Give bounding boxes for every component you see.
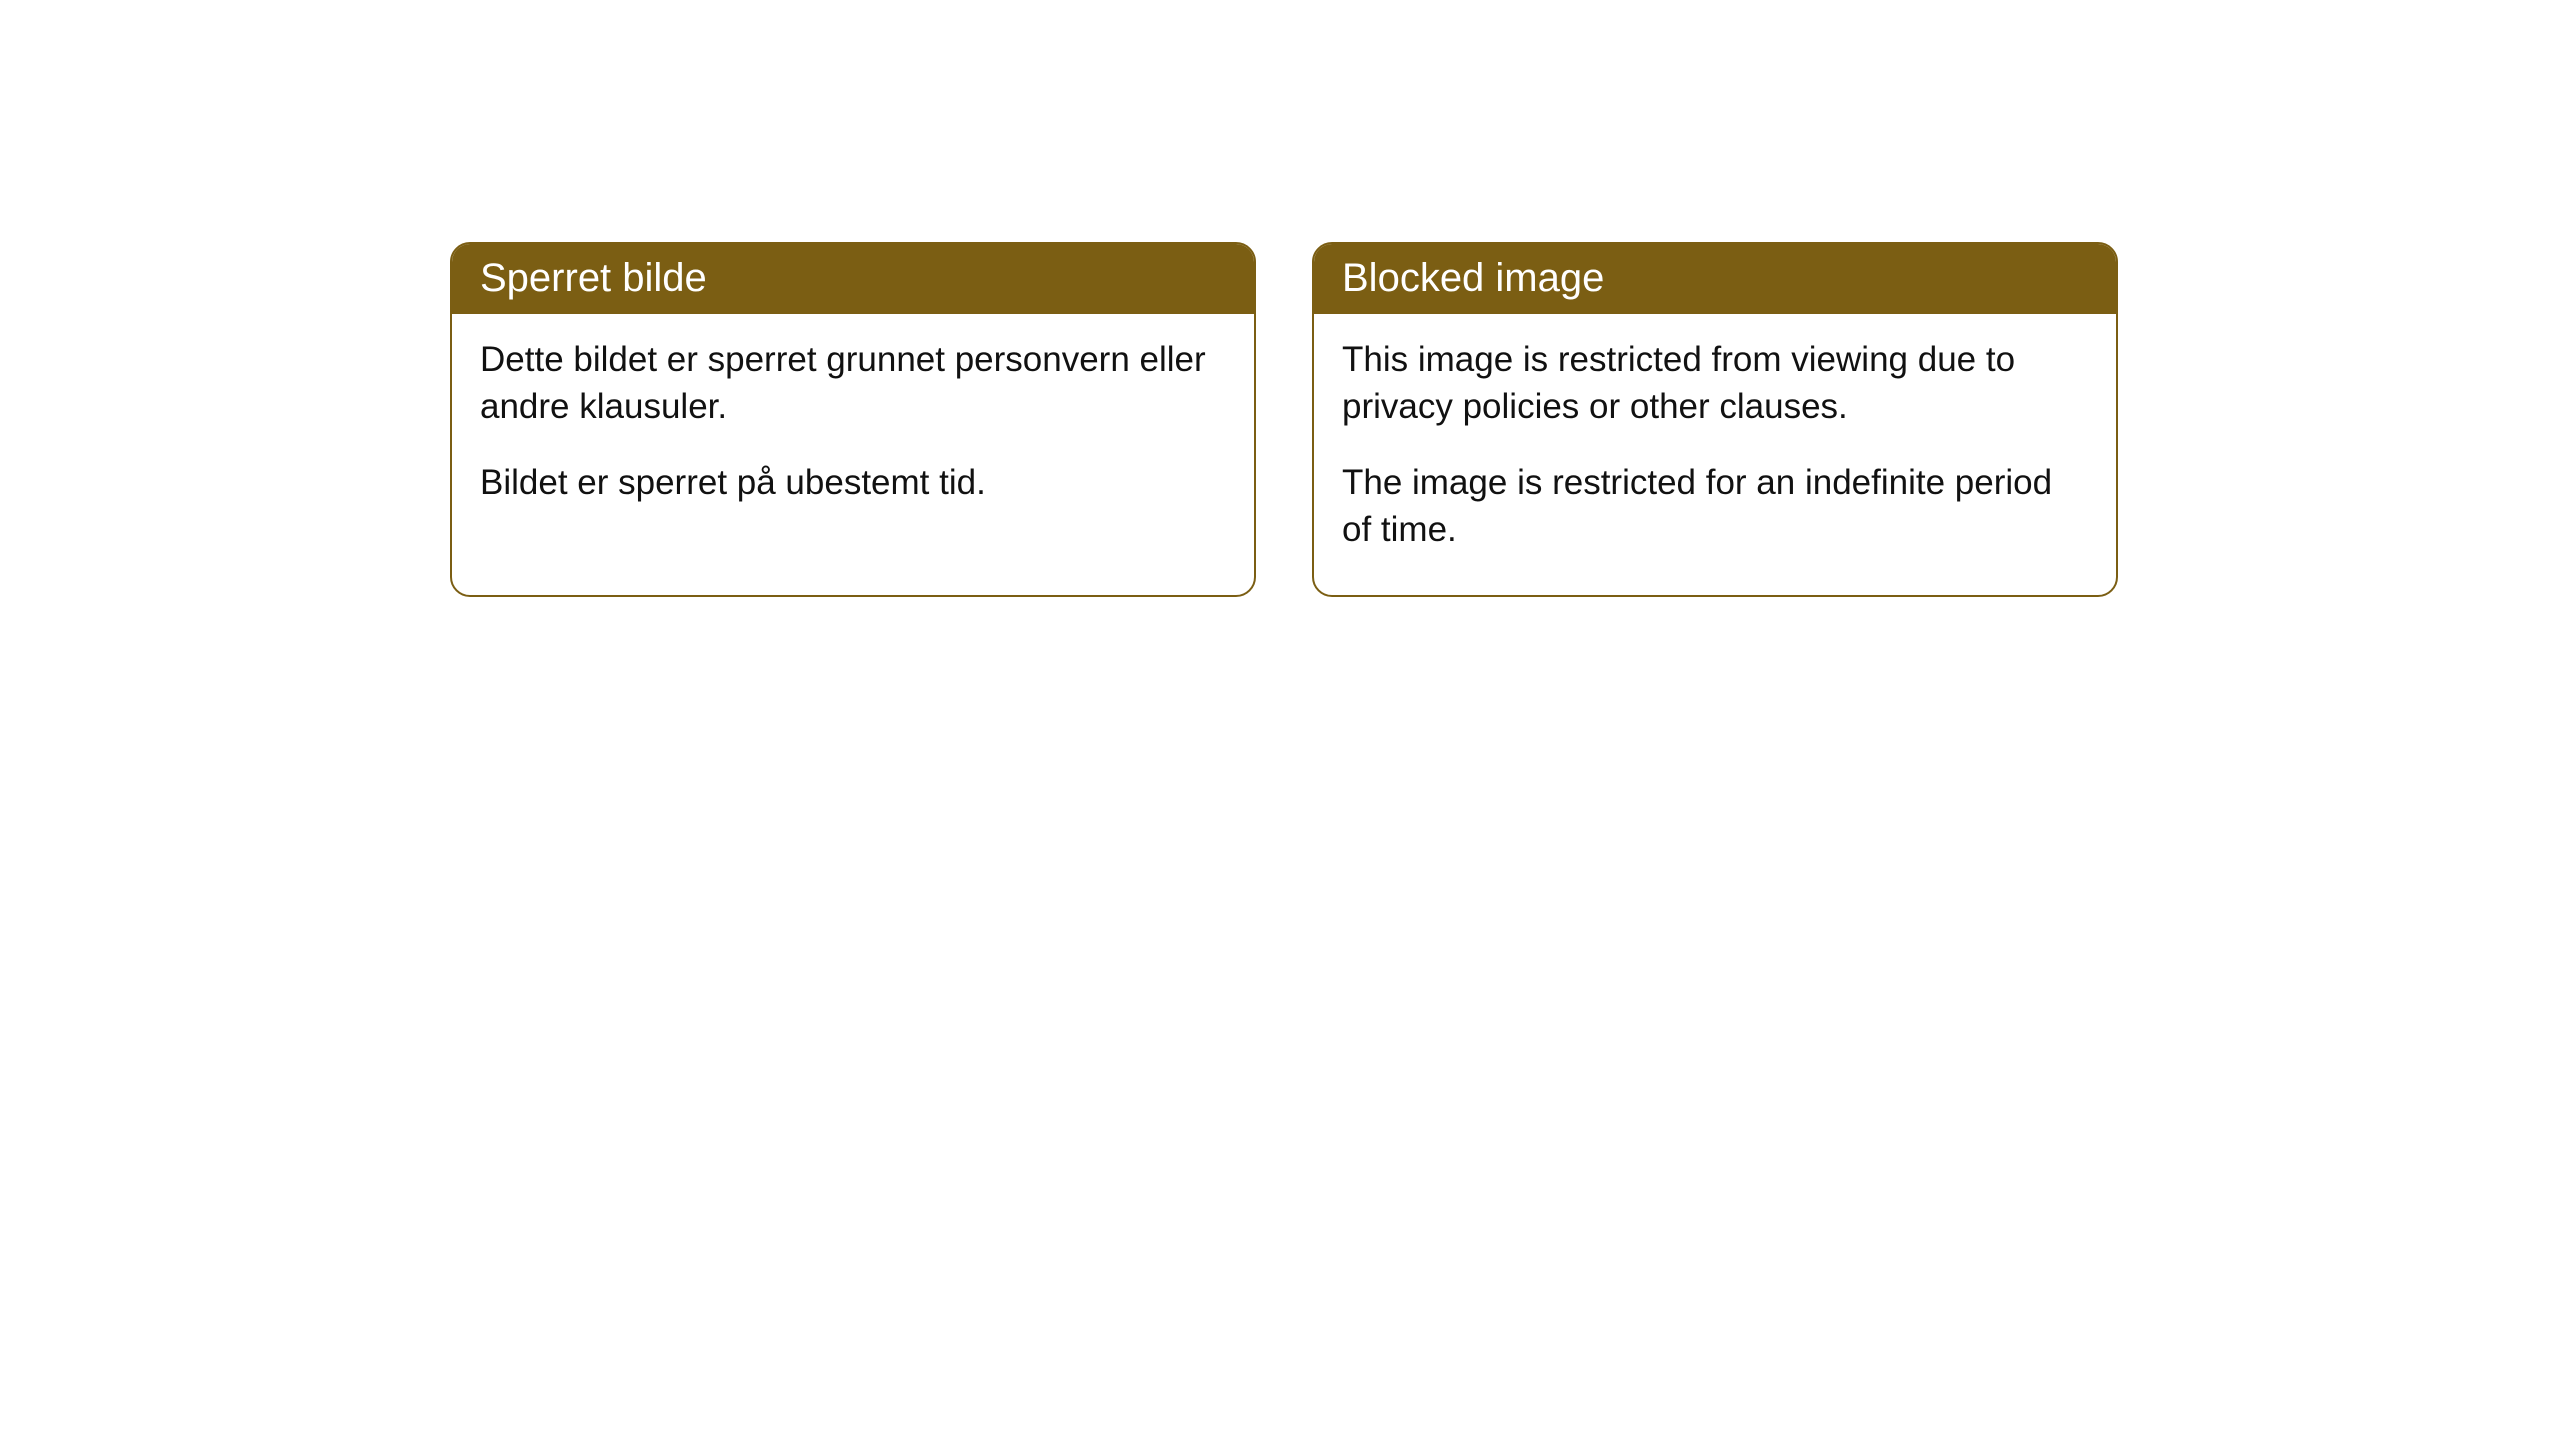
card-paragraph: Dette bildet er sperret grunnet personve… <box>480 336 1226 431</box>
card-body: This image is restricted from viewing du… <box>1314 314 2116 595</box>
notice-cards-container: Sperret bilde Dette bildet er sperret gr… <box>450 242 2118 597</box>
card-paragraph: Bildet er sperret på ubestemt tid. <box>480 459 1226 506</box>
card-paragraph: The image is restricted for an indefinit… <box>1342 459 2088 554</box>
card-header: Sperret bilde <box>452 244 1254 314</box>
card-paragraph: This image is restricted from viewing du… <box>1342 336 2088 431</box>
blocked-image-card-no: Sperret bilde Dette bildet er sperret gr… <box>450 242 1256 597</box>
card-body: Dette bildet er sperret grunnet personve… <box>452 314 1254 548</box>
blocked-image-card-en: Blocked image This image is restricted f… <box>1312 242 2118 597</box>
card-header: Blocked image <box>1314 244 2116 314</box>
